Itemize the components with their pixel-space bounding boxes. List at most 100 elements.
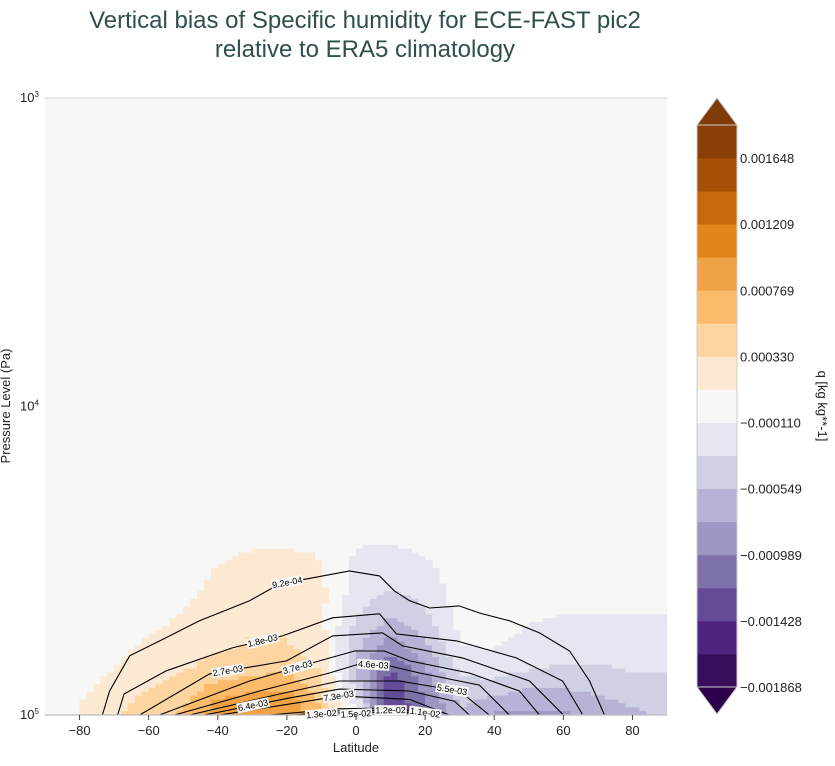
contour-line: [159, 650, 540, 715]
bias-cell: [494, 684, 502, 689]
bias-cell: [542, 649, 551, 654]
bias-cell: [293, 552, 302, 557]
bias-cell: [604, 684, 613, 689]
bias-cell: [176, 695, 184, 701]
bias-cell: [452, 660, 461, 666]
bias-cell: [314, 676, 323, 681]
bias-cell: [134, 703, 143, 708]
bias-cell: [121, 707, 129, 712]
bias-cell: [590, 656, 599, 662]
bias-cell: [286, 633, 295, 639]
bias-cell: [148, 707, 157, 712]
bias-cell: [279, 622, 288, 627]
bias-cell: [190, 691, 198, 697]
bias-cell: [418, 656, 426, 662]
bias-cell: [169, 618, 177, 623]
bias-cell: [494, 660, 502, 666]
bias-cell: [203, 684, 212, 689]
bias-cell: [632, 668, 640, 674]
bias-cell: [335, 660, 343, 666]
bias-cell: [293, 699, 302, 704]
bias-cell: [404, 653, 412, 658]
bias-cell: [176, 626, 184, 631]
bias-cell: [411, 676, 419, 681]
bias-cell: [252, 653, 260, 658]
bias-cell: [293, 672, 302, 677]
bias-cell: [314, 664, 323, 670]
bias-cell: [438, 622, 447, 627]
bias-cell: [404, 633, 412, 639]
bias-cell: [203, 614, 212, 619]
bias-cell: [190, 668, 198, 674]
bias-cell: [646, 676, 654, 681]
bias-cell: [521, 691, 530, 697]
bias-cell: [397, 684, 405, 689]
bias-cell: [314, 695, 323, 701]
bias-cell: [183, 711, 191, 715]
bias-cell: [611, 676, 620, 681]
bias-cell: [618, 645, 627, 650]
bias-cell: [383, 676, 392, 681]
bias-cell: [176, 660, 184, 666]
bias-cell: [376, 602, 385, 608]
colorbar-band: [697, 290, 737, 324]
bias-cell: [411, 587, 419, 592]
bias-cell: [238, 672, 247, 677]
bias-cell: [418, 649, 426, 654]
bias-cell: [397, 656, 405, 662]
bias-cell: [452, 656, 461, 662]
bias-cell: [390, 567, 399, 573]
bias-cell: [459, 668, 468, 674]
bias-cell: [342, 676, 350, 681]
bias-cell: [438, 629, 447, 635]
bias-cell: [535, 645, 544, 650]
bias-cell: [279, 680, 288, 685]
bias-cell: [646, 672, 654, 677]
bias-cell: [300, 687, 309, 693]
bias-cell: [425, 687, 433, 693]
bias-cell: [100, 695, 108, 701]
bias-cell: [563, 614, 571, 619]
bias-cell: [362, 656, 371, 662]
bias-cell: [148, 672, 157, 677]
bias-cell: [266, 695, 274, 701]
bias-cell: [286, 684, 295, 689]
bias-cell: [300, 579, 309, 585]
bias-cell: [210, 595, 219, 600]
bias-cell: [542, 660, 551, 666]
bias-cell: [597, 664, 606, 670]
bias-cell: [390, 691, 399, 697]
bias-cell: [653, 668, 661, 674]
bias-cell: [238, 598, 247, 604]
bias-cell: [369, 602, 378, 608]
bias-cell: [162, 691, 170, 697]
bias-cell: [238, 602, 247, 608]
colorbar-band: [697, 620, 737, 655]
bias-cell: [418, 676, 426, 681]
bias-cell: [604, 626, 613, 631]
bias-cell: [300, 676, 309, 681]
bias-cell: [397, 610, 405, 615]
bias-cell: [660, 633, 667, 639]
bias-cell: [183, 606, 191, 612]
bias-cell: [542, 645, 551, 650]
bias-cell: [176, 668, 184, 674]
bias-cell: [259, 587, 267, 592]
bias-cell: [514, 687, 523, 693]
bias-cell: [286, 703, 295, 708]
bias-cell: [549, 691, 558, 697]
bias-cell: [390, 606, 399, 612]
bias-cell: [203, 610, 212, 615]
bias-cell: [646, 614, 654, 619]
bias-cell: [266, 629, 274, 635]
bias-cell: [266, 606, 274, 612]
bias-cell: [397, 591, 405, 596]
bias-cell: [618, 660, 627, 666]
bias-cell: [203, 649, 212, 654]
bias-cell: [300, 556, 309, 561]
bias-cell: [231, 687, 240, 693]
bias-cell: [397, 645, 405, 650]
bias-cell: [314, 575, 323, 581]
bias-cell: [501, 645, 509, 650]
bias-cell: [549, 711, 558, 715]
